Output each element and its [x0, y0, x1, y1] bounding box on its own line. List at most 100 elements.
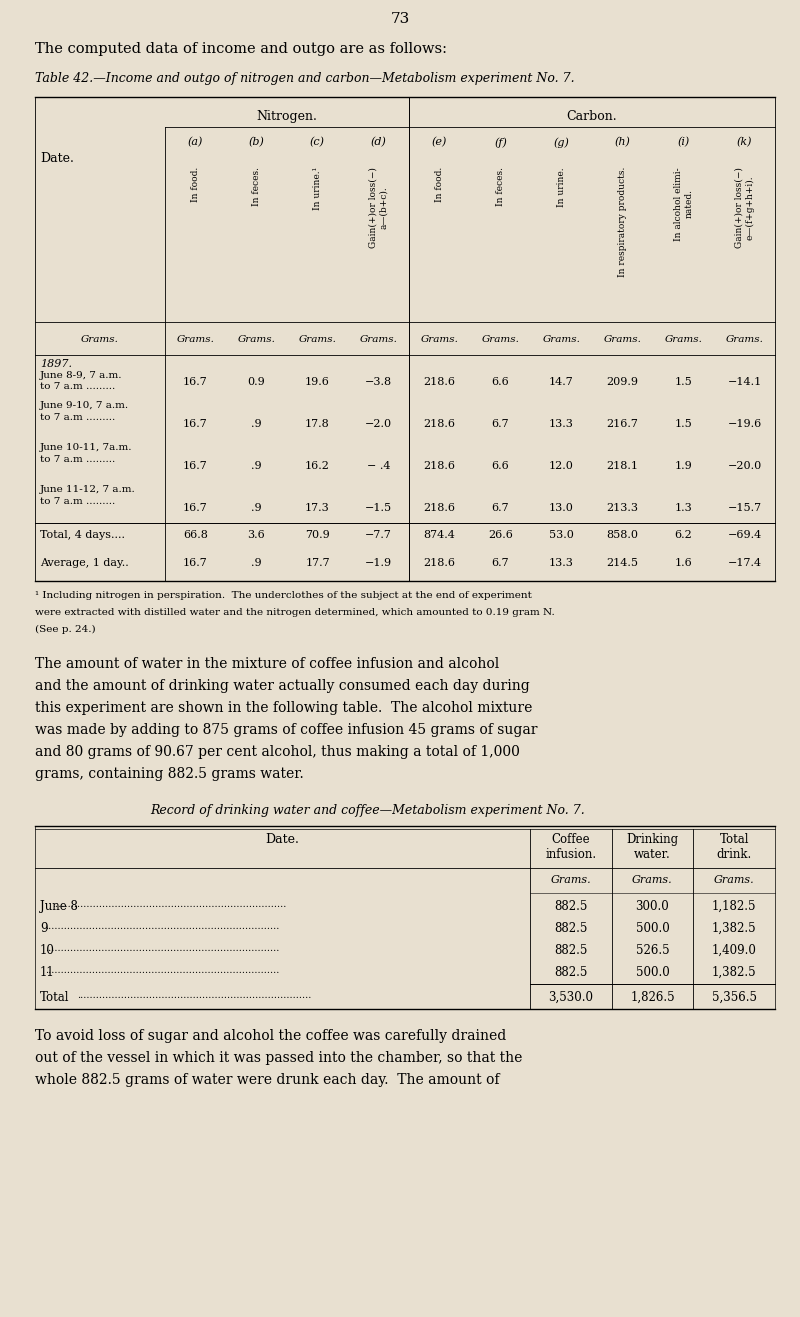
Text: Date.: Date. — [40, 151, 74, 165]
Text: −15.7: −15.7 — [727, 503, 762, 514]
Text: In alcohol elimi-
nated.: In alcohol elimi- nated. — [674, 167, 693, 241]
Text: 16.7: 16.7 — [183, 419, 208, 429]
Text: Grams.: Grams. — [298, 335, 337, 344]
Text: .9: .9 — [251, 503, 262, 514]
Text: 66.8: 66.8 — [183, 529, 208, 540]
Text: (a): (a) — [188, 137, 203, 148]
Text: to 7 a.m .........: to 7 a.m ......... — [40, 454, 115, 464]
Text: 218.6: 218.6 — [423, 503, 455, 514]
Text: 3.6: 3.6 — [248, 529, 266, 540]
Text: was made by adding to 875 grams of coffee infusion 45 grams of sugar: was made by adding to 875 grams of coffe… — [35, 723, 538, 738]
Text: 1,182.5: 1,182.5 — [712, 900, 757, 913]
Text: Grams.: Grams. — [359, 335, 398, 344]
Text: 3,530.0: 3,530.0 — [548, 990, 594, 1004]
Text: 5,356.5: 5,356.5 — [712, 990, 757, 1004]
Text: .9: .9 — [251, 461, 262, 471]
Text: June 8-9, 7 a.m.: June 8-9, 7 a.m. — [40, 371, 122, 381]
Text: 6.7: 6.7 — [492, 558, 510, 568]
Text: 16.7: 16.7 — [183, 503, 208, 514]
Text: 53.0: 53.0 — [549, 529, 574, 540]
Text: 218.1: 218.1 — [606, 461, 638, 471]
Text: −1.9: −1.9 — [365, 558, 392, 568]
Text: Drinking
water.: Drinking water. — [626, 832, 678, 861]
Text: were extracted with distilled water and the nitrogen determined, which amounted : were extracted with distilled water and … — [35, 608, 554, 616]
Text: 1.9: 1.9 — [674, 461, 692, 471]
Text: ...........................................................................: ........................................… — [45, 922, 279, 931]
Text: (See p. 24.): (See p. 24.) — [35, 626, 96, 633]
Text: 218.6: 218.6 — [423, 419, 455, 429]
Text: −1.5: −1.5 — [365, 503, 392, 514]
Text: 17.8: 17.8 — [305, 419, 330, 429]
Text: 9: 9 — [40, 922, 47, 935]
Text: 209.9: 209.9 — [606, 377, 638, 387]
Text: Grams.: Grams. — [177, 335, 214, 344]
Text: 26.6: 26.6 — [488, 529, 513, 540]
Text: ¹ Including nitrogen in perspiration.  The underclothes of the subject at the en: ¹ Including nitrogen in perspiration. Th… — [35, 591, 532, 601]
Text: 500.0: 500.0 — [636, 922, 670, 935]
Text: 16.7: 16.7 — [183, 558, 208, 568]
Text: 16.2: 16.2 — [305, 461, 330, 471]
Text: Total, 4 days....: Total, 4 days.... — [40, 529, 125, 540]
Text: Grams.: Grams. — [603, 335, 642, 344]
Text: Grams.: Grams. — [482, 335, 519, 344]
Text: 526.5: 526.5 — [636, 944, 670, 957]
Text: grams, containing 882.5 grams water.: grams, containing 882.5 grams water. — [35, 766, 304, 781]
Text: 500.0: 500.0 — [636, 965, 670, 979]
Text: Gain(+)or loss(−)
e—(f+g+h+i).: Gain(+)or loss(−) e—(f+g+h+i). — [734, 167, 754, 248]
Text: 13.3: 13.3 — [549, 419, 574, 429]
Text: In urine.¹: In urine.¹ — [313, 167, 322, 211]
Text: 858.0: 858.0 — [606, 529, 638, 540]
Text: Grams.: Grams. — [665, 335, 702, 344]
Text: 11: 11 — [40, 965, 54, 979]
Text: 19.6: 19.6 — [305, 377, 330, 387]
Text: 6.7: 6.7 — [492, 503, 510, 514]
Text: Grams.: Grams. — [542, 335, 581, 344]
Text: this experiment are shown in the following table.  The alcohol mixture: this experiment are shown in the followi… — [35, 701, 532, 715]
Text: 70.9: 70.9 — [305, 529, 330, 540]
Text: to 7 a.m .........: to 7 a.m ......... — [40, 497, 115, 506]
Text: In food.: In food. — [435, 167, 444, 203]
Text: 12.0: 12.0 — [549, 461, 574, 471]
Text: 6.7: 6.7 — [492, 419, 510, 429]
Text: 73: 73 — [390, 12, 410, 26]
Text: 13.3: 13.3 — [549, 558, 574, 568]
Text: 10: 10 — [40, 944, 55, 957]
Text: 1.6: 1.6 — [674, 558, 692, 568]
Text: (i): (i) — [678, 137, 690, 148]
Text: (k): (k) — [737, 137, 752, 148]
Text: (b): (b) — [249, 137, 265, 148]
Text: and 80 grams of 90.67 per cent alcohol, thus making a total of 1,000: and 80 grams of 90.67 per cent alcohol, … — [35, 745, 520, 759]
Text: June 9-10, 7 a.m.: June 9-10, 7 a.m. — [40, 400, 129, 410]
Text: −7.7: −7.7 — [365, 529, 392, 540]
Text: Grams.: Grams. — [238, 335, 275, 344]
Text: To avoid loss of sugar and alcohol the coffee was carefully drained: To avoid loss of sugar and alcohol the c… — [35, 1029, 506, 1043]
Text: 1,382.5: 1,382.5 — [712, 965, 757, 979]
Text: (d): (d) — [370, 137, 386, 148]
Text: (f): (f) — [494, 137, 507, 148]
Text: 882.5: 882.5 — [554, 900, 587, 913]
Text: Table 42.—Income and outgo of nitrogen and carbon—Metabolism experiment No. 7.: Table 42.—Income and outgo of nitrogen a… — [35, 72, 574, 86]
Text: Record of drinking water and coffee—Metabolism experiment No. 7.: Record of drinking water and coffee—Meta… — [150, 803, 585, 817]
Text: out of the vessel in which it was passed into the chamber, so that the: out of the vessel in which it was passed… — [35, 1051, 522, 1065]
Text: 1,409.0: 1,409.0 — [712, 944, 757, 957]
Text: ...........................................................................: ........................................… — [52, 900, 286, 909]
Text: Grams.: Grams. — [550, 874, 591, 885]
Text: (c): (c) — [310, 137, 325, 148]
Text: Nitrogen.: Nitrogen. — [257, 111, 318, 122]
Text: Carbon.: Carbon. — [566, 111, 618, 122]
Text: 882.5: 882.5 — [554, 922, 587, 935]
Text: 1.5: 1.5 — [674, 419, 692, 429]
Text: Grams.: Grams. — [726, 335, 763, 344]
Text: The amount of water in the mixture of coffee infusion and alcohol: The amount of water in the mixture of co… — [35, 657, 499, 670]
Text: 1,382.5: 1,382.5 — [712, 922, 757, 935]
Text: ...........................................................................: ........................................… — [45, 965, 279, 975]
Text: −3.8: −3.8 — [365, 377, 392, 387]
Text: Total: Total — [40, 990, 70, 1004]
Text: Coffee
infusion.: Coffee infusion. — [546, 832, 596, 861]
Text: 214.5: 214.5 — [606, 558, 638, 568]
Text: 213.3: 213.3 — [606, 503, 638, 514]
Text: whole 882.5 grams of water were drunk each day.  The amount of: whole 882.5 grams of water were drunk ea… — [35, 1073, 499, 1087]
Text: Date.: Date. — [266, 832, 299, 846]
Text: Grams.: Grams. — [81, 335, 119, 344]
Text: In feces.: In feces. — [496, 167, 505, 205]
